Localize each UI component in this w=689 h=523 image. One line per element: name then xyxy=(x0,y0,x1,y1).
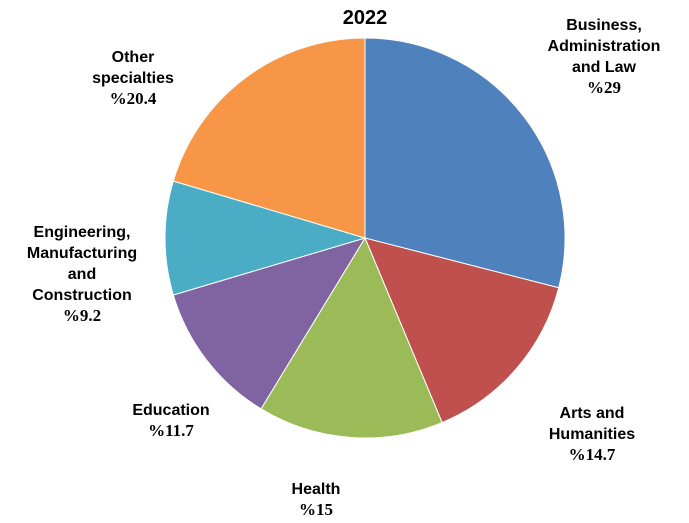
slice-label-name-line: Humanities xyxy=(549,426,635,443)
pie-slice-2 xyxy=(260,236,443,439)
slice-label-name-line: and Law xyxy=(572,59,637,76)
pie-slice-5 xyxy=(172,37,366,239)
slice-label-name-line: Arts and xyxy=(560,405,625,422)
pie-slice-1 xyxy=(364,237,560,424)
slice-label-2: Health %15 xyxy=(292,481,341,519)
pie-slice-0 xyxy=(364,37,566,289)
pie-slices xyxy=(164,37,566,439)
slice-label-name-line: Manufacturing xyxy=(27,245,137,262)
slice-label-1: Arts and Humanities %14.7 xyxy=(549,405,635,464)
slice-label-name-line: Construction xyxy=(32,287,132,304)
slice-label-name-line: Engineering, xyxy=(34,224,131,241)
slice-value-label: %29 xyxy=(587,78,621,97)
slice-value-label: %11.7 xyxy=(148,421,194,440)
slice-label-0: Business, Administration and Law %29 xyxy=(548,17,661,97)
pie-slice-3 xyxy=(172,237,367,410)
slice-label-name-line: Administration xyxy=(548,38,661,55)
slice-value-label: %9.2 xyxy=(63,306,101,325)
slice-value-label: %14.7 xyxy=(569,445,616,464)
slice-labels: Business, Administration and Law %29 Arts an… xyxy=(27,17,661,519)
slice-value-label: %15 xyxy=(299,500,333,519)
slice-label-name-line: Education xyxy=(132,402,209,419)
slice-label-name-line: and xyxy=(68,266,96,283)
slice-value-label: %20.4 xyxy=(110,89,157,108)
slice-label-4: Engineering, Manufacturing and Construction… xyxy=(27,224,137,325)
slice-label-name-line: Other xyxy=(112,49,155,66)
slice-label-3: Education %11.7 xyxy=(132,402,209,440)
chart-title: 2022 xyxy=(343,7,388,29)
slice-label-5: Other specialties %20.4 xyxy=(92,49,174,108)
slice-label-name-line: Business, xyxy=(566,17,642,34)
slice-label-name-line: Health xyxy=(292,481,341,498)
pie-slice-4 xyxy=(164,180,367,296)
slice-label-name-line: specialties xyxy=(92,70,174,87)
